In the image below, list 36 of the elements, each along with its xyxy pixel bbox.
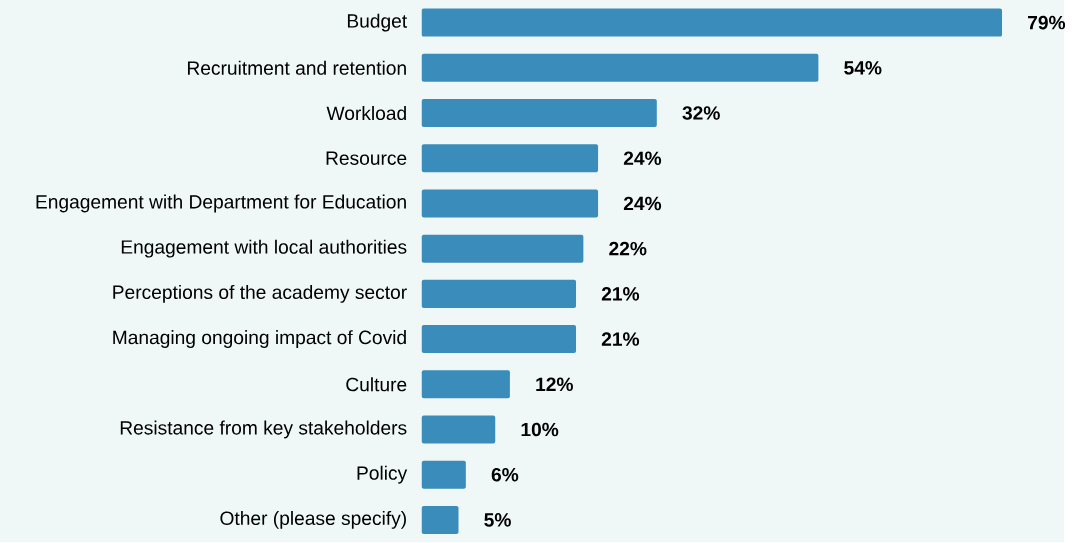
bar [421, 325, 577, 354]
data-label: 54% [844, 61, 882, 75]
data-label: 5% [484, 513, 511, 527]
bar [421, 234, 584, 263]
data-label: 22% [609, 242, 647, 256]
bar [421, 506, 459, 535]
y-tick-label: Policy [357, 466, 408, 484]
bar [421, 370, 510, 399]
bar [421, 54, 819, 83]
data-label: 24% [623, 196, 662, 211]
data-label: 10% [521, 422, 559, 437]
data-label: 24% [623, 151, 662, 166]
bar [421, 415, 496, 444]
y-tick-label: Resource [326, 151, 407, 166]
y-tick-label: Managing ongoing impact of Covid [113, 330, 406, 349]
bar [421, 280, 577, 309]
bar [421, 460, 466, 489]
data-label: 6% [491, 468, 519, 482]
y-tick-label: Recruitment and retention [187, 61, 406, 76]
bar [421, 99, 657, 128]
y-tick-label: Resistance from key stakeholders [120, 420, 407, 439]
y-tick-label: Perceptions of the academy sector [113, 285, 407, 304]
y-tick-label: Culture [346, 377, 407, 392]
bar [421, 189, 599, 218]
y-tick-label: Engagement with Department for Education [36, 194, 406, 213]
data-label: 79% [1028, 16, 1066, 30]
y-tick-label: Engagement with local authorities [121, 239, 407, 258]
y-tick-label: Budget [347, 13, 408, 32]
y-tick-label: Other (please specify) [220, 511, 406, 530]
data-label: 21% [601, 287, 640, 301]
data-label: 12% [536, 377, 573, 392]
bar [421, 144, 599, 173]
bar [421, 8, 1003, 37]
data-label: 32% [682, 106, 720, 121]
data-label: 21% [601, 332, 640, 347]
y-tick-label: Workload [326, 106, 406, 121]
